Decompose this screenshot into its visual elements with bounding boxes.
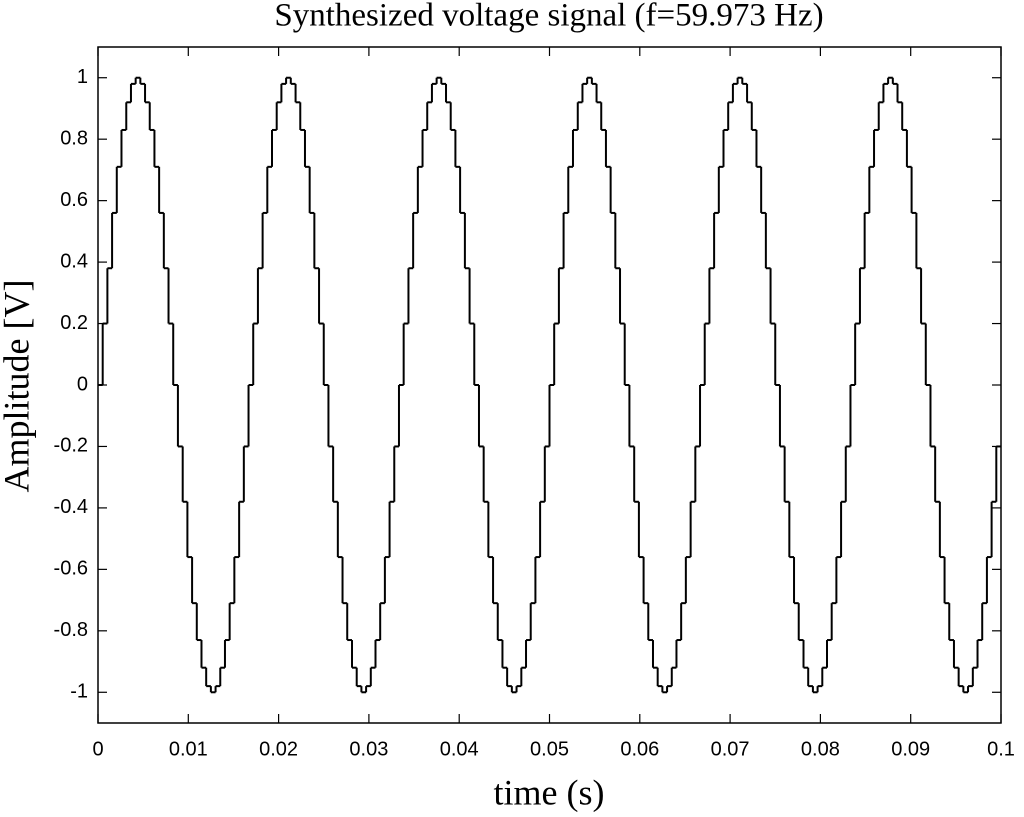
x-tick-label: 0.1	[987, 738, 1015, 760]
x-tick-label: 0.08	[801, 738, 840, 760]
y-tick-label: 0.4	[60, 250, 88, 272]
x-tick-label: 0	[92, 738, 103, 760]
x-tick-label: 0.02	[259, 738, 298, 760]
y-tick-label: 1	[77, 66, 88, 88]
y-tick-label: 0	[77, 373, 88, 395]
x-tick-label: 0.09	[891, 738, 930, 760]
x-tick-label: 0.05	[530, 738, 569, 760]
y-tick-label: 0.8	[60, 127, 88, 149]
y-tick-label: -0.2	[54, 435, 88, 457]
y-tick-label: 0.2	[60, 312, 88, 334]
x-tick-label: 0.04	[440, 738, 479, 760]
chart-title: Synthesized voltage signal (f=59.973 Hz)	[274, 0, 823, 34]
x-tick-label: 0.01	[169, 738, 208, 760]
y-axis-label: Amplitude [V]	[0, 280, 36, 493]
y-tick-label: -0.8	[54, 619, 88, 641]
x-tick-label: 0.07	[711, 738, 750, 760]
y-tick-label: -0.6	[54, 558, 88, 580]
x-tick-label: 0.03	[349, 738, 388, 760]
x-tick-label: 0.06	[620, 738, 659, 760]
y-tick-label: -0.4	[54, 496, 88, 518]
y-tick-label: 0.6	[60, 189, 88, 211]
x-axis-label: time (s)	[494, 772, 605, 812]
y-tick-label: -1	[70, 681, 88, 703]
